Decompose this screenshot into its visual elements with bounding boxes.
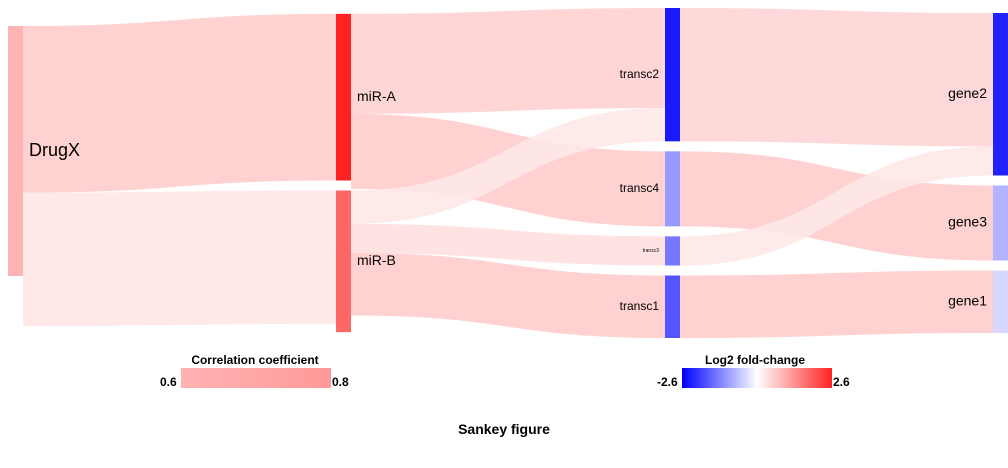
legend-foldchange-min: -2.6 xyxy=(657,375,678,389)
node-label-miR-A: miR-A xyxy=(357,88,397,104)
node-DrugX xyxy=(8,26,23,276)
link-miR-B-transc1 xyxy=(351,253,665,338)
node-label-transc4: transc4 xyxy=(620,181,660,195)
sankey-chart: DrugX miR-A miR-B transc2 transc4 transc3 tran… xyxy=(8,8,1008,338)
node-gene3 xyxy=(993,185,1008,261)
node-label-gene3: gene3 xyxy=(948,214,987,230)
link-miR-B-transc3 xyxy=(351,223,665,266)
legend-foldchange-max: 2.6 xyxy=(833,375,850,389)
sankey-nodes: DrugX miR-A miR-B transc2 transc4 transc3 tran… xyxy=(8,8,1008,338)
legend-correlation-max: 0.8 xyxy=(332,375,349,389)
sankey-links xyxy=(23,8,993,338)
node-label-gene2: gene2 xyxy=(948,85,987,101)
link-DrugX-miR-B xyxy=(23,190,336,326)
legend-correlation-title: Correlation coefficient xyxy=(191,353,319,367)
node-label-transc2: transc2 xyxy=(620,67,660,81)
node-gene2 xyxy=(993,13,1008,176)
legend-correlation-gradient xyxy=(181,368,331,388)
link-transc1-gene1 xyxy=(680,270,993,338)
link-miR-B-transc2 xyxy=(351,108,665,224)
node-label-transc1: transc1 xyxy=(620,299,660,313)
node-label-gene1: gene1 xyxy=(948,292,987,308)
node-miR-A xyxy=(336,13,351,181)
link-miR-A-transc2 xyxy=(351,8,665,114)
figure-title: Sankey figure xyxy=(458,421,550,437)
node-label-DrugX: DrugX xyxy=(29,140,80,160)
link-transc2-gene2 xyxy=(680,8,993,147)
node-label-transc3: transc3 xyxy=(643,248,660,254)
node-transc2 xyxy=(665,8,680,142)
node-transc1 xyxy=(665,275,680,338)
node-transc4 xyxy=(665,151,680,227)
node-miR-B xyxy=(336,190,351,333)
link-DrugX-miR-A xyxy=(23,13,336,193)
link-transc3-gene2 xyxy=(680,146,993,266)
legend-correlation-min: 0.6 xyxy=(160,375,177,389)
node-gene1 xyxy=(993,270,1008,333)
node-label-miR-B: miR-B xyxy=(357,252,396,268)
legend-foldchange-title: Log2 fold-change xyxy=(705,353,805,367)
legend-foldchange-gradient xyxy=(682,368,832,388)
node-transc3 xyxy=(665,236,680,266)
